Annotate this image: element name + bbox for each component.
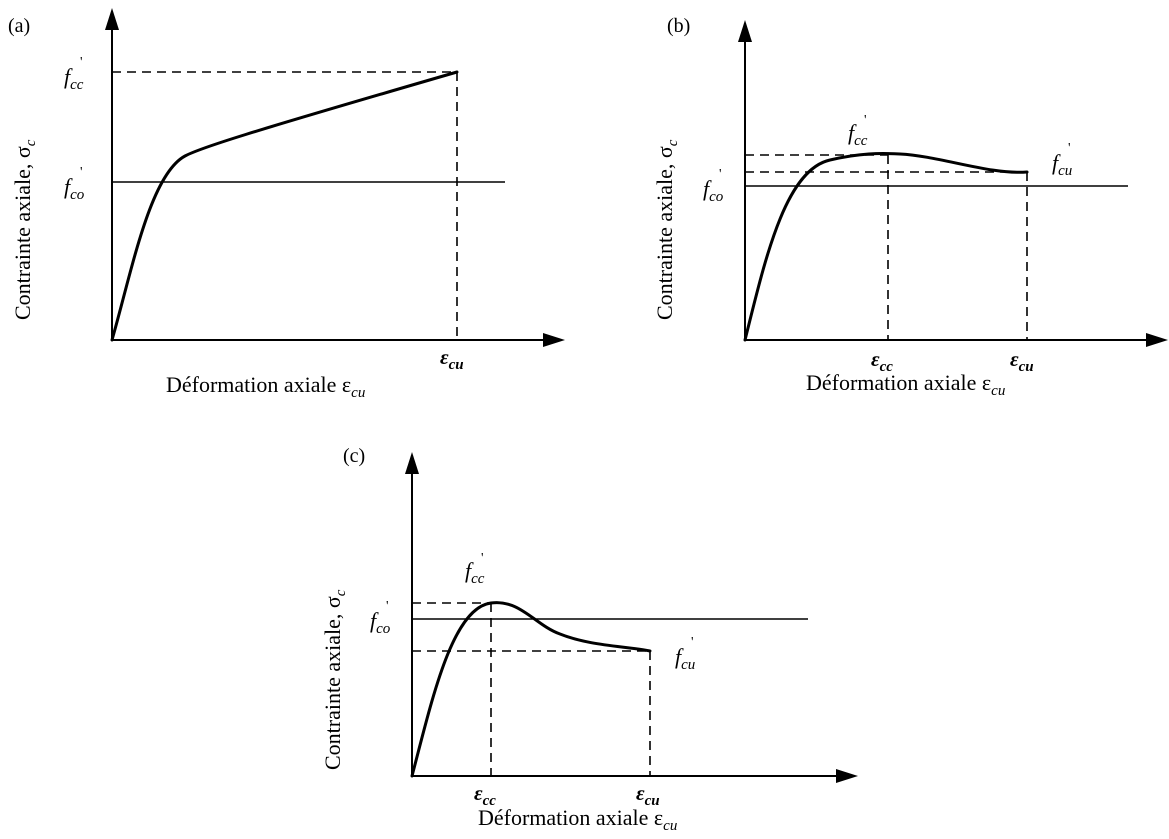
panel-c-ecc-label: εcc: [474, 781, 496, 809]
panel-b-label: (b): [667, 15, 690, 37]
panel-b-fcc-prime: ': [864, 113, 867, 128]
panel-b-y-axis-label: Contrainte axiale, σc: [652, 139, 681, 320]
panel-c-label: (c): [343, 445, 365, 467]
panel-c-y-axis-label: Contrainte axiale, σc: [320, 589, 349, 770]
panel-a-fcc-prime: ': [80, 55, 83, 70]
panel-c-ecu-label: εcu: [636, 781, 660, 809]
panel-b-x-axis-label: Déformation axiale εcu: [806, 370, 1005, 399]
panel-b: (b) fcc ' fco ' fcu ' εcc εcu Déformatio…: [652, 15, 1168, 399]
panel-a-ecu-label: εcu: [440, 345, 464, 373]
panel-c-fcc-prime: ': [481, 551, 484, 566]
panel-a-y-axis-label: Contrainte axiale, σc: [10, 139, 39, 320]
panel-a-label: (a): [8, 15, 30, 37]
panel-b-ecu-label: εcu: [1010, 347, 1034, 375]
panel-a: (a) fcc ' fco ' εcu Déformation axiale ε…: [8, 8, 565, 401]
panel-b-fco-label: fco: [703, 176, 724, 205]
panel-a-y-arrow: [105, 8, 119, 30]
panel-c-x-axis-label: Déformation axiale εcu: [478, 805, 677, 834]
panel-c-x-arrow: [836, 769, 858, 783]
panel-b-curve: [743, 152, 1029, 342]
panel-c: (c) fcc ' fco ' fcu ' εcc εcu Déformatio…: [320, 445, 858, 834]
panel-a-fco-label: fco: [64, 174, 85, 203]
panel-c-fcu-prime: ': [691, 635, 694, 650]
panel-b-fcc-label: fcc: [848, 120, 868, 149]
panel-c-curve: [410, 601, 652, 778]
panel-c-y-arrow: [405, 452, 419, 474]
panel-b-fcu-label: fcu: [1052, 150, 1072, 179]
panel-c-fcu-label: fcu: [675, 644, 695, 673]
panel-b-ecc-label: εcc: [871, 347, 893, 375]
panel-c-fco-label: fco: [370, 608, 391, 637]
panel-a-x-axis-label: Déformation axiale εcu: [166, 372, 365, 401]
panel-b-y-arrow: [738, 20, 752, 42]
panel-a-curve: [110, 70, 459, 342]
panel-a-x-arrow: [543, 333, 565, 347]
panel-c-fcc-label: fcc: [465, 558, 485, 587]
panel-a-fcc-label: fcc: [64, 64, 84, 93]
panel-c-fco-prime: ': [386, 599, 389, 614]
panel-a-fco-prime: ': [80, 165, 83, 180]
panel-b-fcu-prime: ': [1068, 141, 1071, 156]
panel-b-fco-prime: ': [719, 167, 722, 182]
panel-b-x-arrow: [1146, 333, 1168, 347]
